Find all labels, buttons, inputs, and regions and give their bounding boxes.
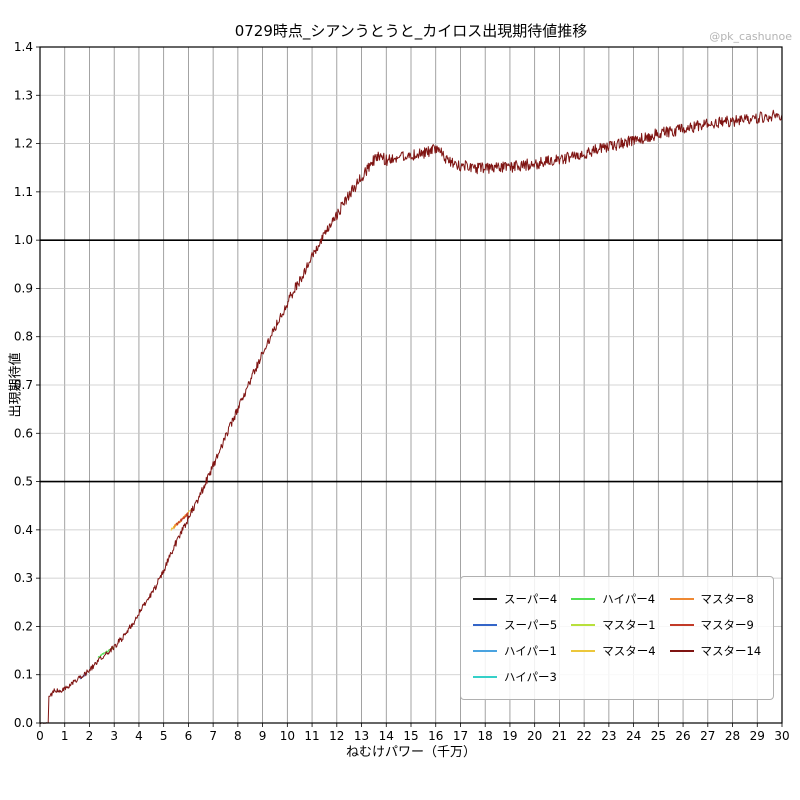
y-tick-label: 0.5	[14, 475, 33, 489]
legend-line-swatch	[473, 650, 497, 652]
x-tick-label: 28	[725, 729, 740, 743]
legend-label: マスター9	[700, 618, 754, 632]
x-tick-label: 26	[675, 729, 690, 743]
y-tick-label: 0.0	[14, 716, 33, 730]
legend-line-swatch	[571, 598, 596, 600]
y-tick-label: 0.9	[14, 281, 33, 295]
x-tick-label: 6	[185, 729, 193, 743]
legend-item: ハイパー1	[473, 638, 557, 664]
legend-line-swatch	[473, 624, 497, 626]
x-tick-label: 12	[329, 729, 344, 743]
x-tick-label: 7	[209, 729, 217, 743]
x-tick-label: 21	[552, 729, 567, 743]
x-tick-label: 11	[304, 729, 319, 743]
y-tick-label: 1.0	[14, 233, 33, 247]
x-tick-label: 2	[86, 729, 94, 743]
y-tick-label: 0.1	[14, 668, 33, 682]
x-tick-label: 13	[354, 729, 369, 743]
y-axis-label: 出現期待値	[8, 352, 24, 418]
x-tick-label: 19	[502, 729, 517, 743]
legend-column: ハイパー4 マスター1 マスター4	[571, 586, 656, 664]
y-tick-label: 1.2	[14, 137, 33, 151]
legend-item: マスター9	[669, 612, 762, 638]
legend-line-swatch	[473, 676, 497, 678]
legend-item: ハイパー3	[473, 664, 557, 690]
legend-label: マスター8	[700, 592, 754, 606]
legend-label: スーパー4	[504, 592, 558, 606]
legend-box: スーパー4 スーパー5 ハイパー1 ハイパー3 ハイパー4 マスター1 マスター4 マスター8…	[460, 576, 775, 700]
legend-label: マスター14	[700, 644, 762, 658]
x-tick-label: 18	[478, 729, 493, 743]
legend-line-swatch	[669, 624, 694, 626]
x-tick-label: 1	[61, 729, 69, 743]
x-tick-label: 17	[453, 729, 468, 743]
y-tick-label: 1.1	[14, 185, 33, 199]
legend-line-swatch	[473, 598, 497, 600]
legend-line-swatch	[669, 650, 694, 652]
x-tick-label: 14	[379, 729, 394, 743]
x-tick-label: 25	[651, 729, 666, 743]
x-tick-label: 23	[601, 729, 616, 743]
legend-item: ハイパー4	[571, 586, 655, 612]
series-line-マスター14	[39, 109, 783, 724]
x-tick-label: 5	[160, 729, 168, 743]
x-tick-label: 24	[626, 729, 641, 743]
watermark-text: @pk_cashunoe	[709, 30, 792, 43]
x-tick-label: 10	[280, 729, 295, 743]
legend-line-swatch	[669, 598, 694, 600]
series-line-マスター9	[175, 512, 189, 526]
legend-label: ハイパー3	[504, 670, 557, 684]
x-tick-label: 20	[527, 729, 542, 743]
x-axis-label: ねむけパワー（千万）	[345, 745, 476, 760]
x-tick-label: 29	[750, 729, 765, 743]
x-tick-label: 15	[403, 729, 418, 743]
legend-item: スーパー5	[473, 612, 557, 638]
x-tick-label: 3	[110, 729, 118, 743]
y-tick-label: 1.4	[14, 40, 33, 54]
legend-line-swatch	[571, 650, 596, 652]
legend-label: マスター4	[602, 644, 656, 658]
legend-item: マスター4	[571, 638, 656, 664]
x-tick-label: 27	[700, 729, 715, 743]
x-tick-label: 30	[774, 729, 789, 743]
y-tick-label: 0.8	[14, 330, 33, 344]
y-tick-label: 0.4	[14, 523, 33, 537]
x-tick-label: 22	[576, 729, 591, 743]
x-tick-label: 4	[135, 729, 143, 743]
legend-label: ハイパー4	[602, 592, 656, 606]
y-tick-label: 0.7	[14, 378, 33, 392]
chart-title: 0729時点_シアンうとうと_カイロス出現期待値推移	[234, 22, 588, 40]
y-tick-label: 0.6	[14, 426, 33, 440]
legend-item: マスター14	[669, 638, 762, 664]
legend-item: マスター8	[669, 586, 762, 612]
y-tick-label: 1.3	[14, 88, 33, 102]
legend-label: マスター1	[602, 618, 656, 632]
x-tick-label: 0	[36, 729, 44, 743]
x-tick-label: 9	[259, 729, 267, 743]
legend-column: マスター8 マスター9 マスター14	[669, 586, 762, 664]
legend-label: ハイパー1	[504, 644, 557, 658]
y-tick-label: 0.2	[14, 619, 33, 633]
legend-line-swatch	[571, 624, 596, 626]
legend-label: スーパー5	[504, 618, 558, 632]
legend-item: スーパー4	[473, 586, 557, 612]
y-tick-label: 0.3	[14, 571, 33, 585]
legend-column: スーパー4 スーパー5 ハイパー1 ハイパー3	[473, 586, 557, 690]
legend-item: マスター1	[571, 612, 656, 638]
x-tick-label: 8	[234, 729, 242, 743]
x-tick-label: 16	[428, 729, 443, 743]
